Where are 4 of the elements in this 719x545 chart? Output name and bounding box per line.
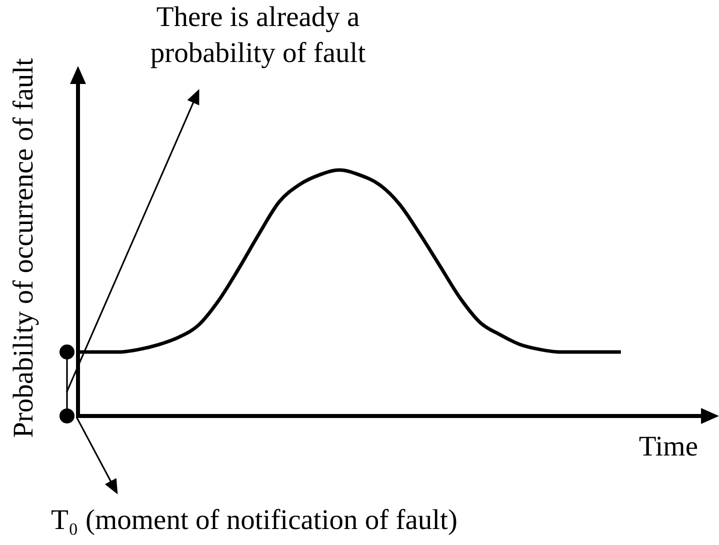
text: T₀ (moment of notification of fault) [51,504,458,538]
text: There is already a probability of fault [149,1,367,71]
x-axis-title: Time [638,431,698,462]
y-axis-title: Probability of occurrence of fault [8,58,40,438]
